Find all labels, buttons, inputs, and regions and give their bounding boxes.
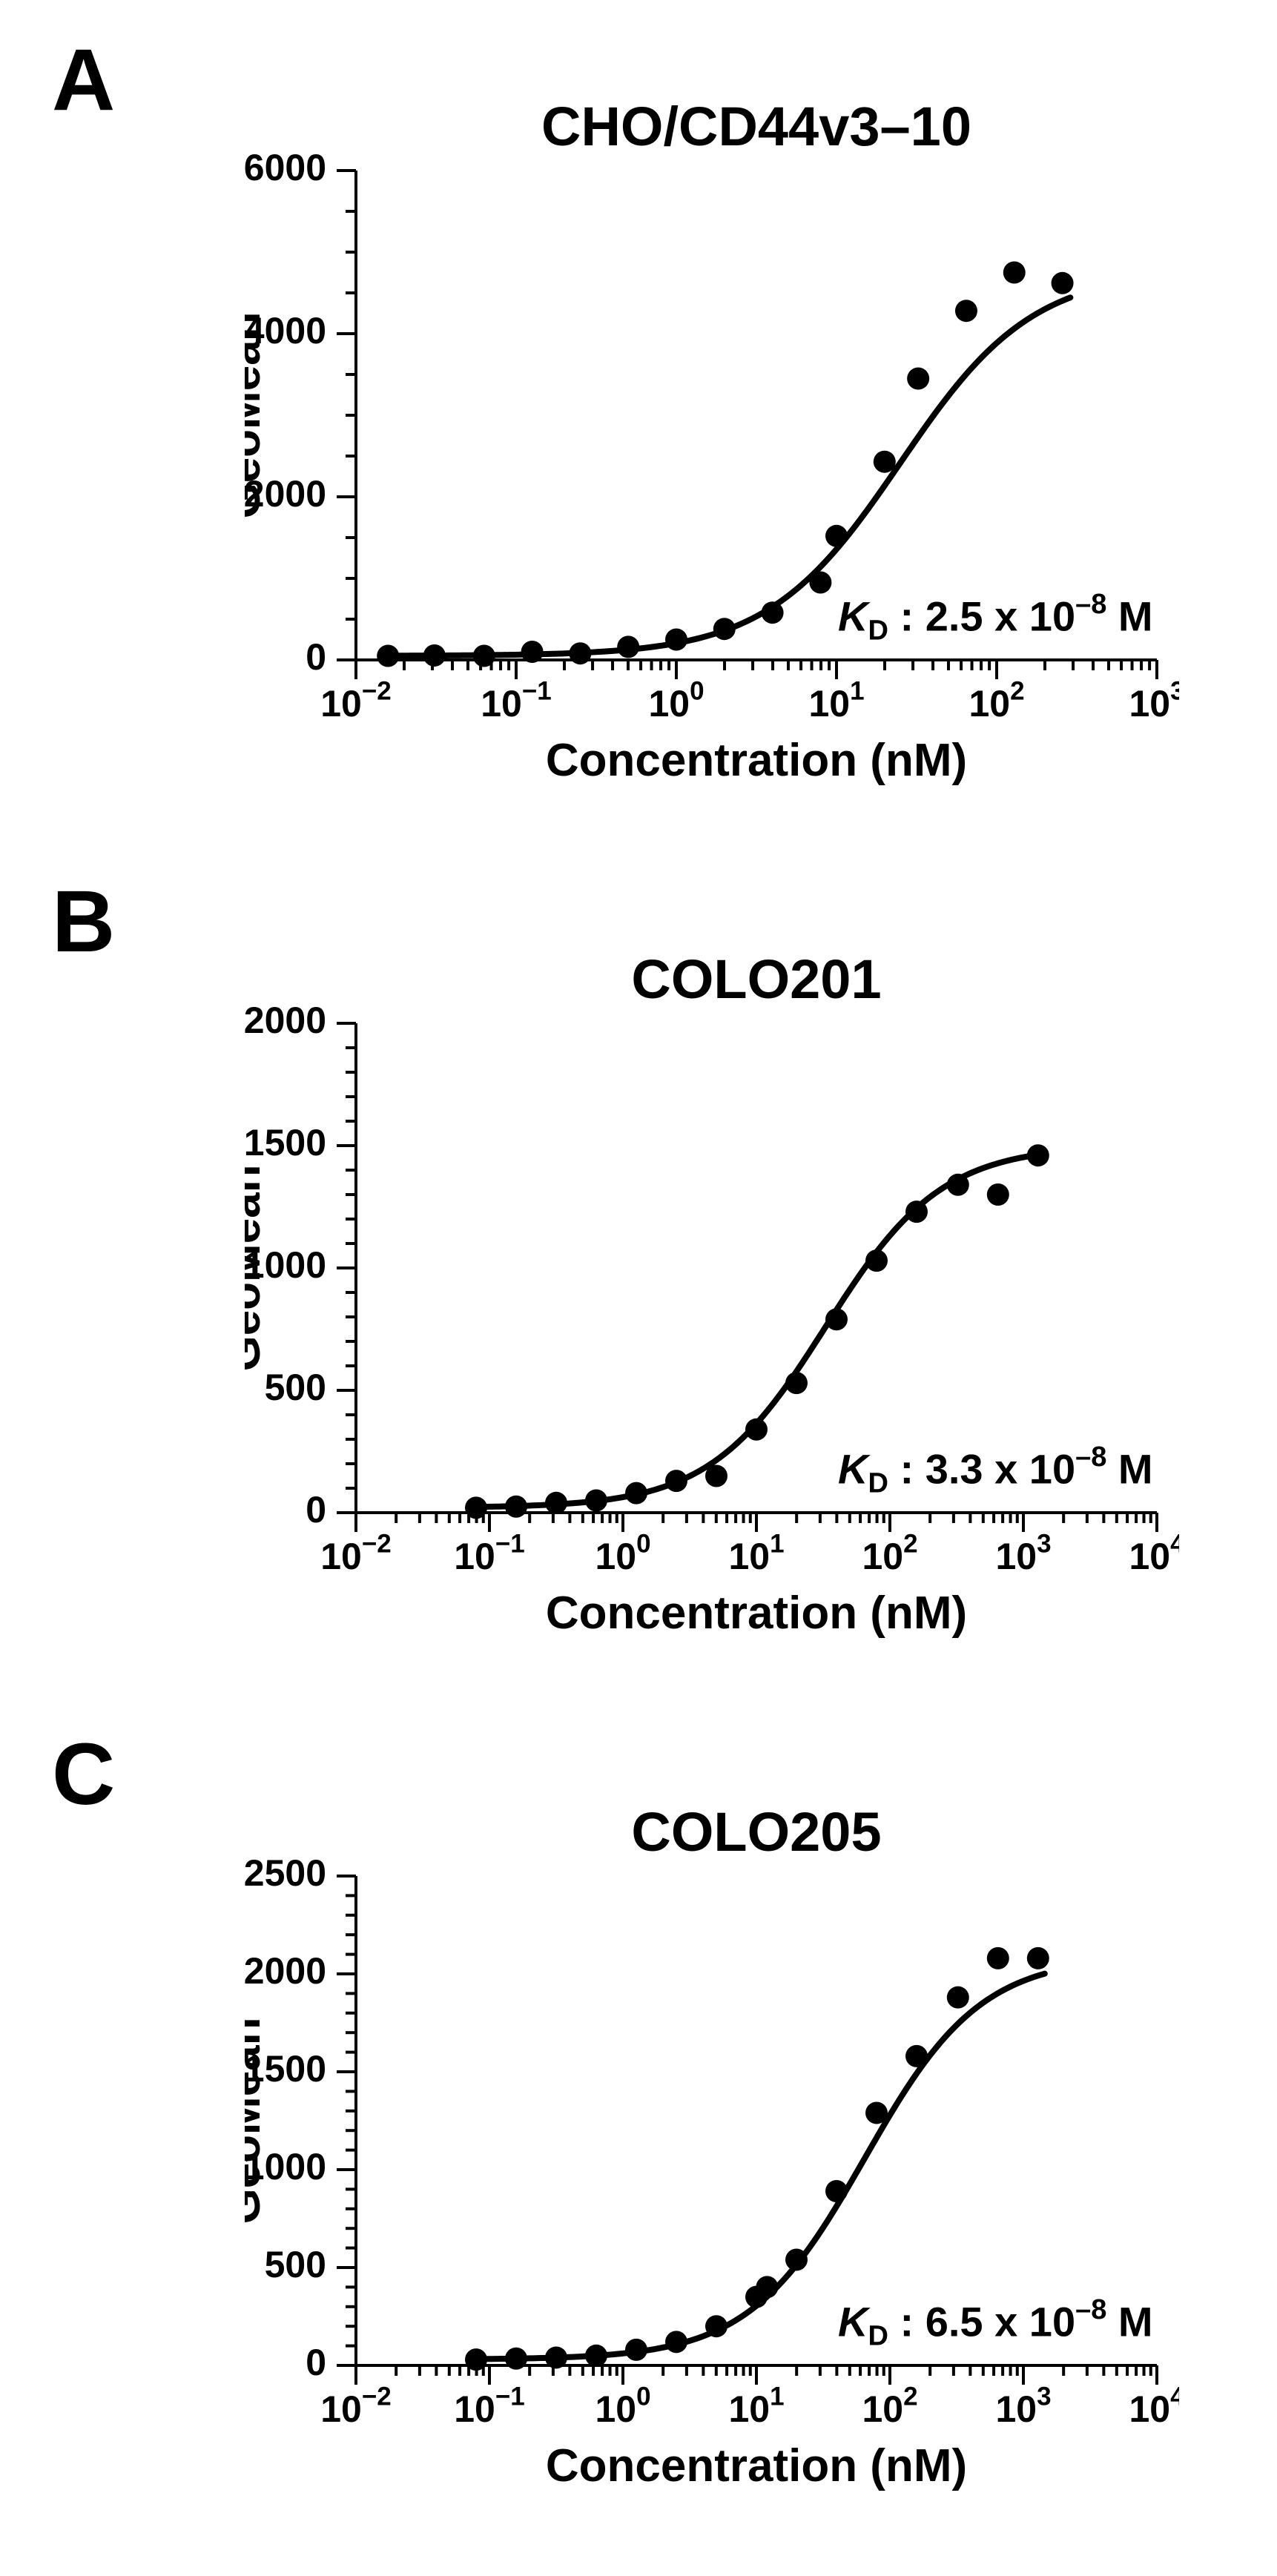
y-tick-label: 6000 bbox=[245, 147, 326, 188]
data-point bbox=[825, 1308, 848, 1330]
y-tick-label: 1500 bbox=[245, 1122, 326, 1163]
y-axis-label: GeoMean bbox=[245, 2017, 270, 2224]
kd-annotation: KD : 6.5 x 10–8 M bbox=[838, 2294, 1153, 2352]
panel-a: CHO/CD44v3–1010−210−11001011021030200040… bbox=[245, 89, 1179, 801]
chart-svg-a: CHO/CD44v3–1010−210−11001011021030200040… bbox=[245, 89, 1179, 801]
panel-b: COLO20110−210−11001011021031040500100015… bbox=[245, 942, 1179, 1654]
data-point bbox=[825, 525, 848, 547]
data-point bbox=[1003, 262, 1026, 284]
data-point bbox=[465, 2348, 487, 2371]
chart-title: CHO/CD44v3–10 bbox=[541, 96, 971, 157]
data-point bbox=[625, 1482, 647, 1505]
x-tick-label: 101 bbox=[728, 1530, 784, 1578]
y-tick-label: 2500 bbox=[245, 1852, 326, 1894]
data-point bbox=[1027, 1947, 1049, 1969]
x-tick-label: 10−2 bbox=[320, 677, 392, 725]
panel-label-b: B bbox=[52, 871, 115, 972]
data-point bbox=[955, 300, 977, 322]
x-tick-label: 10−1 bbox=[454, 2382, 525, 2431]
data-point bbox=[545, 2346, 567, 2368]
data-point bbox=[569, 642, 591, 664]
x-tick-label: 100 bbox=[595, 1530, 650, 1578]
y-tick-label: 500 bbox=[265, 2244, 326, 2285]
data-point bbox=[987, 1947, 1009, 1969]
data-point bbox=[825, 2180, 848, 2202]
x-tick-label: 10−2 bbox=[320, 1530, 392, 1578]
x-tick-label: 10−1 bbox=[454, 1530, 525, 1578]
x-tick-label: 100 bbox=[595, 2382, 650, 2431]
data-point bbox=[585, 1490, 607, 1512]
x-tick-label: 100 bbox=[648, 677, 704, 725]
data-point bbox=[665, 1470, 687, 1492]
chart-svg-b: COLO20110−210−11001011021031040500100015… bbox=[245, 942, 1179, 1654]
data-point bbox=[905, 1201, 928, 1223]
data-point bbox=[987, 1183, 1009, 1206]
x-axis-label: Concentration (nM) bbox=[546, 1588, 967, 1639]
data-point bbox=[865, 1249, 888, 1272]
data-point bbox=[1052, 272, 1074, 294]
data-point bbox=[465, 1496, 487, 1519]
x-tick-label: 101 bbox=[808, 677, 864, 725]
y-tick-label: 0 bbox=[306, 636, 326, 678]
x-axis-label: Concentration (nM) bbox=[546, 2440, 967, 2491]
x-tick-label: 102 bbox=[862, 2382, 917, 2431]
y-tick-label: 0 bbox=[306, 1489, 326, 1530]
data-point bbox=[505, 1496, 527, 1518]
data-point bbox=[905, 2045, 928, 2067]
data-point bbox=[1027, 1144, 1049, 1166]
data-point bbox=[625, 2339, 647, 2361]
data-point bbox=[713, 618, 736, 640]
data-point bbox=[756, 2276, 778, 2298]
data-point bbox=[785, 1372, 808, 1394]
data-point bbox=[762, 601, 784, 624]
data-point bbox=[745, 1419, 768, 1441]
data-point bbox=[947, 1987, 969, 2009]
y-axis-label: GeoMean bbox=[245, 311, 270, 518]
data-point bbox=[473, 645, 495, 667]
data-point bbox=[705, 1465, 727, 1487]
panel-label-c: C bbox=[52, 1724, 115, 1825]
x-tick-label: 103 bbox=[995, 1530, 1051, 1578]
data-point bbox=[865, 2101, 888, 2124]
y-tick-label: 2000 bbox=[245, 1950, 326, 1992]
panel-label-a: A bbox=[52, 30, 115, 131]
data-point bbox=[665, 2331, 687, 2353]
chart-svg-c: COLO20510−210−11001011021031040500100015… bbox=[245, 1794, 1179, 2506]
figure-root: A CHO/CD44v3–10 10−2 10−1 100 101 102 103 0 2000… bbox=[0, 0, 1277, 2576]
x-tick-label: 103 bbox=[995, 2382, 1051, 2431]
data-point bbox=[874, 451, 896, 473]
data-point bbox=[947, 1174, 969, 1196]
x-axis-label: Concentration (nM) bbox=[546, 735, 967, 786]
x-tick-label: 102 bbox=[969, 677, 1024, 725]
x-tick-label: 102 bbox=[862, 1530, 917, 1578]
x-tick-label: 103 bbox=[1129, 677, 1179, 725]
x-tick-label: 10−1 bbox=[481, 677, 552, 725]
data-point bbox=[505, 2348, 527, 2370]
x-tick-label: 104 bbox=[1129, 1530, 1179, 1578]
data-point bbox=[617, 635, 639, 658]
y-tick-label: 2000 bbox=[245, 1000, 326, 1041]
data-point bbox=[521, 641, 544, 663]
data-point bbox=[545, 1492, 567, 1514]
data-point bbox=[423, 644, 446, 667]
kd-annotation: KD : 3.3 x 10–8 M bbox=[838, 1441, 1153, 1499]
data-point bbox=[665, 629, 687, 651]
x-tick-label: 101 bbox=[728, 2382, 784, 2431]
data-point bbox=[377, 645, 399, 667]
x-tick-label: 10−2 bbox=[320, 2382, 392, 2431]
data-point bbox=[705, 2315, 727, 2337]
kd-annotation: KD : 2.5 x 10–8 M bbox=[838, 589, 1153, 647]
x-tick-label: 104 bbox=[1129, 2382, 1179, 2431]
y-tick-label: 0 bbox=[306, 2342, 326, 2383]
chart-title: COLO205 bbox=[631, 1801, 881, 1863]
y-axis-label: GeoMean bbox=[245, 1164, 270, 1371]
data-point bbox=[809, 572, 831, 594]
panel-c: COLO20510−210−11001011021031040500100015… bbox=[245, 1794, 1179, 2506]
data-point bbox=[785, 2248, 808, 2270]
y-tick-label: 500 bbox=[265, 1367, 326, 1408]
data-point bbox=[585, 2345, 607, 2367]
chart-title: COLO201 bbox=[631, 948, 881, 1010]
data-point bbox=[907, 368, 929, 390]
